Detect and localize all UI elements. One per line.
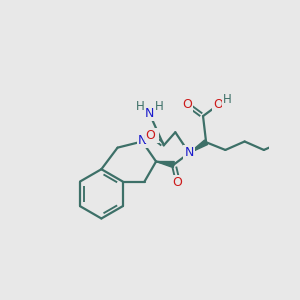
Text: N: N [145,107,154,120]
Text: H: H [223,93,231,106]
Text: O: O [146,129,156,142]
Text: O: O [182,98,192,111]
Polygon shape [156,161,174,168]
Text: O: O [173,176,183,189]
Polygon shape [189,140,208,153]
Text: H: H [136,100,145,113]
Text: H: H [155,100,164,113]
Text: N: N [137,134,147,147]
Text: H: H [149,129,158,142]
Text: O: O [214,98,224,111]
Text: N: N [184,146,194,159]
